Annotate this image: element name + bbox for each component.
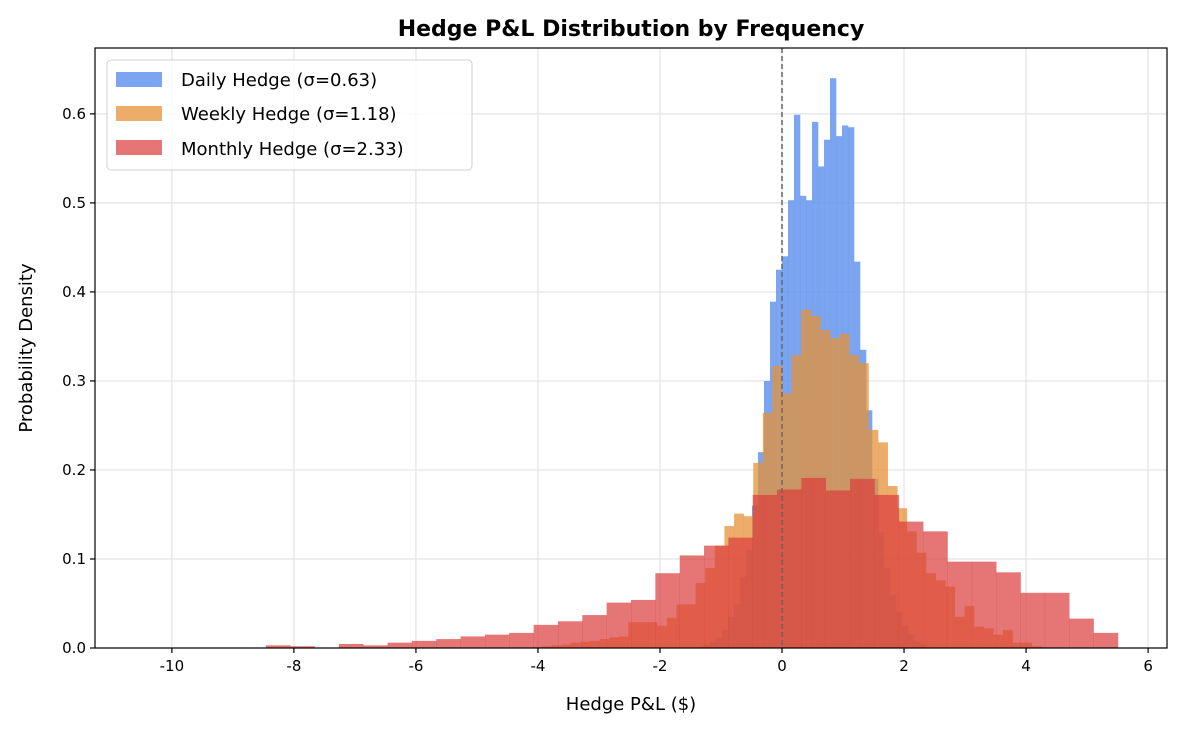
histogram-bar-monthly [850, 478, 875, 648]
histogram-bar-monthly [752, 494, 778, 648]
y-tick-label: 0.3 [62, 372, 86, 390]
histogram-bar-monthly [825, 490, 851, 648]
chart-title: Hedge P&L Distribution by Frequency [398, 17, 865, 42]
x-tick-label: -10 [160, 657, 185, 675]
histogram-bar-monthly [874, 494, 900, 648]
histogram-bar-monthly [777, 489, 802, 648]
histogram-bar-monthly [631, 599, 656, 648]
y-tick-label: 0.1 [62, 550, 86, 568]
histogram-bars [265, 78, 1119, 649]
y-tick-label: 0.0 [62, 639, 86, 657]
histogram-bar-monthly [655, 573, 680, 648]
histogram-bar-monthly [460, 636, 486, 648]
histogram-bar-monthly [1093, 632, 1119, 648]
histogram-bar-monthly [582, 615, 607, 648]
y-tick-label: 0.6 [62, 105, 86, 123]
plot-frame [94, 47, 1168, 649]
y-tick-label: 0.5 [62, 194, 86, 212]
legend-label-weekly: Weekly Hedge (σ=1.18) [181, 104, 397, 125]
histogram-bar-monthly [898, 521, 924, 648]
histogram-bar-monthly [704, 545, 729, 648]
histogram-bar-monthly [801, 477, 827, 648]
legend-swatch-weekly [116, 106, 162, 121]
x-tick-label: 6 [1143, 657, 1153, 675]
histogram-bar-monthly [436, 639, 461, 648]
legend-swatch-daily [116, 72, 162, 87]
histogram-bar-monthly [387, 642, 413, 648]
histogram-bar-monthly [996, 572, 1021, 648]
histogram-bar-monthly [679, 555, 705, 648]
x-tick-label: 4 [1021, 657, 1031, 675]
histogram-bar-monthly [533, 624, 559, 648]
histogram-bar-monthly [338, 643, 364, 648]
y-axis-label: Probability Density [16, 263, 37, 433]
histogram-bar-monthly [265, 645, 291, 648]
histogram-bar-monthly [509, 632, 534, 648]
histogram-bar-monthly [971, 561, 997, 648]
histogram-bar-monthly [606, 602, 632, 648]
x-tick-label: -4 [530, 657, 545, 675]
x-tick-label: 0 [777, 657, 787, 675]
series-monthly [265, 477, 1119, 648]
histogram-bar-monthly [728, 537, 754, 648]
x-tick-label: -2 [652, 657, 667, 675]
histogram-bar-monthly [557, 621, 583, 648]
histogram-bar-monthly [1020, 592, 1046, 648]
legend-box [106, 59, 473, 171]
x-tick-label: -8 [286, 657, 301, 675]
y-tick-label: 0.4 [62, 283, 86, 301]
legend-swatch-monthly [116, 140, 162, 155]
histogram-bar-monthly [411, 640, 437, 648]
legend-label-monthly: Monthly Hedge (σ=2.33) [181, 139, 404, 160]
histogram-bar-monthly [363, 645, 388, 648]
x-tick-label: 2 [899, 657, 909, 675]
histogram-bar-monthly [1069, 618, 1094, 648]
y-axis-ticks: 0.0 0.1 0.2 0.3 0.4 0.5 0.6 [62, 105, 95, 657]
x-axis-label: Hedge P&L ($) [566, 694, 696, 715]
x-axis-ticks: -10 -8 -6 -4 -2 0 2 4 6 [160, 648, 1153, 675]
histogram-bar-monthly [484, 634, 510, 648]
histogram-bar-monthly [1044, 592, 1070, 648]
histogram-bar-monthly [923, 531, 948, 648]
legend-label-daily: Daily Hedge (σ=0.63) [181, 70, 377, 91]
histogram-bar-monthly [290, 646, 315, 648]
x-tick-label: -6 [408, 657, 423, 675]
legend: Daily Hedge (σ=0.63) Weekly Hedge (σ=1.1… [106, 59, 473, 171]
histogram-bar-monthly [947, 561, 973, 648]
y-tick-label: 0.2 [62, 461, 86, 479]
